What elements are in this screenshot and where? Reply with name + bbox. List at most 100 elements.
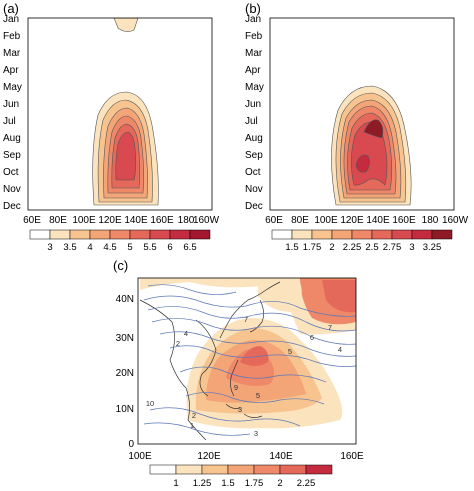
cb-label: 2.25 xyxy=(343,242,362,253)
panel-a-month-ticks: Jan Feb Mar Apr May Jun Jul Aug Sep Oct … xyxy=(3,14,22,212)
panel-a-label: (a) xyxy=(3,1,19,16)
lon-tick: 180 xyxy=(178,215,195,226)
contour-label: 1 xyxy=(190,421,194,430)
panel-b-month-ticks: Jan Feb Mar Apr May Jun Jul Aug Sep Oct … xyxy=(245,14,264,212)
lon-tick: 140E xyxy=(269,451,293,462)
cb-swatch xyxy=(371,229,393,240)
lon-tick: 100E xyxy=(128,451,152,462)
lon-tick: 160E xyxy=(340,451,364,462)
contour-labels: 1 2 2 3 3 4 4 5 5 6 7 7 9 10 xyxy=(146,315,342,438)
month-tick: Sep xyxy=(3,150,21,161)
cb-swatch xyxy=(311,229,333,240)
cb-swatch xyxy=(291,229,313,240)
contour-label: 3 xyxy=(238,405,242,414)
panel-c-map: 1 2 2 3 3 4 4 5 5 6 7 7 9 10 xyxy=(139,278,356,441)
cb-swatch xyxy=(351,229,373,240)
cb-swatch xyxy=(189,229,211,240)
panel-b-frame xyxy=(269,17,455,211)
panel-c-lat-ticks: 0 10N 20N 30N 40N xyxy=(116,294,135,450)
month-tick: Apr xyxy=(3,65,19,76)
lon-tick: 160W xyxy=(442,215,469,226)
contour-label: 7 xyxy=(328,323,332,332)
lat-tick: 30N xyxy=(116,333,134,344)
cb-label: 1.25 xyxy=(193,478,212,489)
lat-tick: 20N xyxy=(116,368,134,379)
lat-tick: 10N xyxy=(116,404,134,415)
panel-b-lon-ticks: 60E 80E 100E 120E 140E 160E 180 160W xyxy=(265,215,469,226)
cb-swatch xyxy=(253,464,281,475)
cb-swatch xyxy=(391,229,413,240)
contour-label: 2 xyxy=(176,339,180,348)
panel-c: (c) xyxy=(113,258,364,489)
cb-swatch xyxy=(169,229,191,240)
month-tick: May xyxy=(3,82,22,93)
contour-label: 4 xyxy=(338,345,342,354)
cb-label: 4 xyxy=(87,242,92,253)
cb-label: 5.5 xyxy=(143,242,156,253)
contour-label: 5 xyxy=(256,391,260,400)
month-tick: Feb xyxy=(245,31,263,42)
month-tick: May xyxy=(245,82,264,93)
month-tick: Apr xyxy=(245,65,261,76)
cb-label: 1 xyxy=(173,478,178,489)
month-tick: Mar xyxy=(3,48,21,59)
cb-swatch xyxy=(89,229,111,240)
lon-tick: 60E xyxy=(23,215,41,226)
cb-label: 2.75 xyxy=(383,242,402,253)
cb-swatch xyxy=(305,464,333,475)
panel-b-colorbar: 1.5 1.75 2 2.25 2.5 2.75 3 3.25 xyxy=(271,229,453,253)
contour-label: 10 xyxy=(146,399,154,408)
cb-swatch xyxy=(271,229,293,240)
contour-label: 9 xyxy=(234,383,238,392)
cb-swatch xyxy=(201,464,229,475)
lon-tick: 160E xyxy=(150,215,174,226)
cb-swatch xyxy=(69,229,91,240)
month-tick: Jun xyxy=(3,99,19,110)
panel-a: (a) Jan Feb Mar Apr May Jun Jul Aug Sep … xyxy=(3,1,220,253)
cb-label: 4.5 xyxy=(103,242,116,253)
lon-tick: 180 xyxy=(422,215,439,226)
panel-b: (b) Jan Feb Mar Apr May Jun Jul Aug Sep … xyxy=(245,1,469,253)
cb-swatch xyxy=(175,464,203,475)
cb-swatch xyxy=(431,229,453,240)
panel-a-lon-ticks: 60E 80E 100E 120E 140E 160E 180 160W xyxy=(23,215,220,226)
lon-tick: 100E xyxy=(72,215,96,226)
cb-swatch xyxy=(129,229,151,240)
lon-tick: 120E xyxy=(197,451,221,462)
cb-label: 3.25 xyxy=(423,242,442,253)
month-tick: Jan xyxy=(3,14,19,25)
month-tick: Oct xyxy=(3,167,19,178)
cb-label: 3.5 xyxy=(63,242,76,253)
panel-b-contours xyxy=(331,85,412,206)
lon-tick: 140E xyxy=(366,215,390,226)
cb-label: 6 xyxy=(167,242,172,253)
month-tick: Dec xyxy=(245,201,263,212)
cb-label: 3 xyxy=(47,242,52,253)
cb-label: 2 xyxy=(329,242,334,253)
month-tick: Jun xyxy=(245,99,261,110)
lat-tick: 40N xyxy=(116,294,134,305)
panel-a-frame xyxy=(27,17,213,211)
cb-swatch xyxy=(227,464,255,475)
month-tick: Oct xyxy=(245,167,261,178)
lon-tick: 120E xyxy=(340,215,364,226)
lon-tick: 120E xyxy=(98,215,122,226)
month-tick: Mar xyxy=(245,48,263,59)
cb-swatch xyxy=(331,229,353,240)
cb-label: 2 xyxy=(277,478,282,489)
cb-label: 6.5 xyxy=(183,242,196,253)
panel-a-contours xyxy=(92,18,159,206)
month-tick: Nov xyxy=(3,184,21,195)
contour-label: 6 xyxy=(310,333,314,342)
cb-label: 5 xyxy=(127,242,132,253)
cb-swatch xyxy=(149,464,177,475)
lon-tick: 160E xyxy=(392,215,416,226)
lon-tick: 140E xyxy=(124,215,148,226)
cb-label: 3 xyxy=(409,242,414,253)
lon-tick: 100E xyxy=(314,215,338,226)
cb-swatch xyxy=(109,229,131,240)
lat-tick: 0 xyxy=(128,439,134,450)
contour-label: 5 xyxy=(288,347,292,356)
month-tick: Nov xyxy=(245,184,263,195)
